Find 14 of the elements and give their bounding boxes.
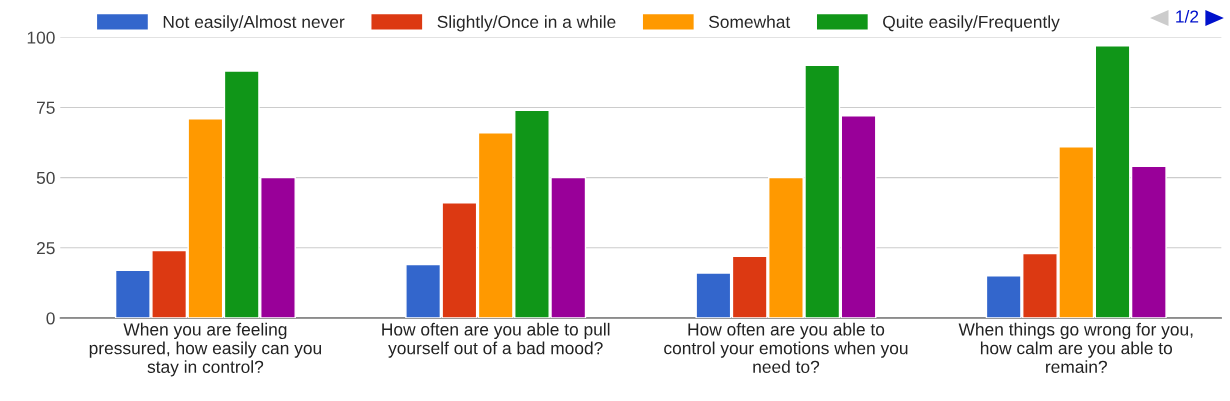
x-tick-label: When you are feeling pressured, how easily can you stay in control? — [89, 322, 322, 377]
legend-label: Somewhat — [709, 15, 791, 29]
legend-label: Not easily/Almost never — [163, 15, 345, 32]
y-tick-label: 50 — [36, 171, 55, 185]
x-tick-label: How often are you able to control your emotions when you need to? — [664, 322, 908, 374]
legend-label: Quite easily/Frequently — [883, 15, 1060, 32]
x-tick-label: How often are you able to pull yourself out of a bad mood? — [382, 322, 610, 358]
y-tick-label: 25 — [36, 241, 55, 255]
text: 1/2 — [1176, 9, 1199, 23]
legend-label: Slightly/Once in a while — [437, 15, 616, 32]
y-tick-label: 75 — [36, 101, 55, 114]
x-tick-label: When things go wrong for you, how calm are you able to remain? — [958, 322, 1193, 374]
y-tick-label: 0 — [46, 312, 55, 325]
y-tick-label: 100 — [27, 31, 55, 44]
